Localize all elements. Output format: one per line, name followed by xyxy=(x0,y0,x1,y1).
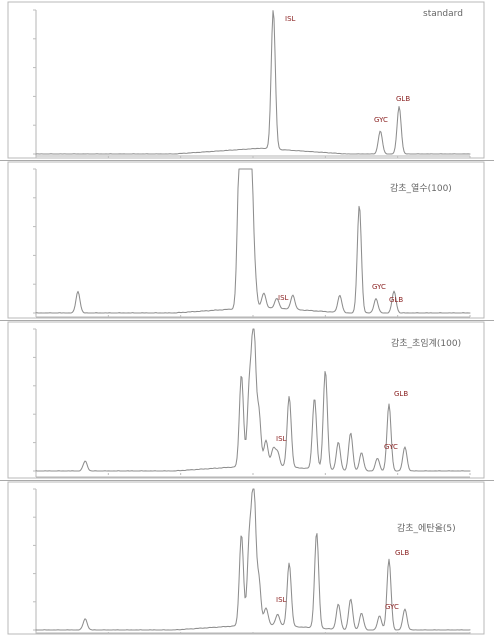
chromatogram-trace-ethanol xyxy=(35,488,471,631)
chromatogram-panel-hot-water: 감초_열수(100) ISL GYC GLB xyxy=(0,161,494,320)
panel-title-standard: standard xyxy=(423,9,463,19)
peak-label-isl: ISL xyxy=(276,435,287,443)
panel-title-supercritical: 감초_초임계(100) xyxy=(391,339,462,349)
panel-title-ethanol: 감초_에탄올(5) xyxy=(397,524,456,534)
panel-title-hot-water: 감초_열수(100) xyxy=(390,184,452,194)
chromatogram-trace-standard xyxy=(35,10,471,155)
peak-label-gyc: GYC xyxy=(372,283,386,291)
tick-layer xyxy=(33,168,471,317)
peak-label-isl: ISL xyxy=(278,294,289,302)
chromatogram-plot-hot-water xyxy=(7,161,485,319)
chromatogram-panel-ethanol: 감초_에탄올(5) ISL GYC GLB xyxy=(0,481,494,636)
peak-label-isl: ISL xyxy=(285,15,296,23)
chromatogram-plot-supercritical xyxy=(7,321,485,479)
panel-divider-2 xyxy=(0,320,494,321)
chromatogram-trace-supercritical xyxy=(35,328,471,472)
plot-frame xyxy=(7,321,485,479)
plot-frame xyxy=(7,1,485,159)
chromatogram-plot-ethanol xyxy=(7,481,485,635)
peak-label-gyc: GYC xyxy=(384,443,398,451)
chromatogram-panel-standard: standard ISL GYC GLB xyxy=(0,0,494,160)
chromatogram-trace-hot-water xyxy=(35,168,471,314)
panel-divider-1 xyxy=(0,160,494,161)
tick-layer xyxy=(33,9,471,158)
chromatogram-plot-standard xyxy=(7,1,485,159)
peak-label-glb: GLB xyxy=(394,390,409,398)
plot-frame xyxy=(7,161,485,319)
peak-label-glb: GLB xyxy=(396,95,411,103)
plot-frame xyxy=(7,481,485,635)
panel-divider-3 xyxy=(0,480,494,481)
peak-label-isl: ISL xyxy=(276,596,287,604)
peak-label-glb: GLB xyxy=(395,549,410,557)
peak-label-gyc: GYC xyxy=(374,116,388,124)
tick-layer xyxy=(33,328,471,475)
peak-label-gyc: GYC xyxy=(385,603,399,611)
chromatogram-panel-supercritical: 감초_초임계(100) ISL GYC GLB xyxy=(0,321,494,480)
peak-label-glb: GLB xyxy=(389,296,404,304)
